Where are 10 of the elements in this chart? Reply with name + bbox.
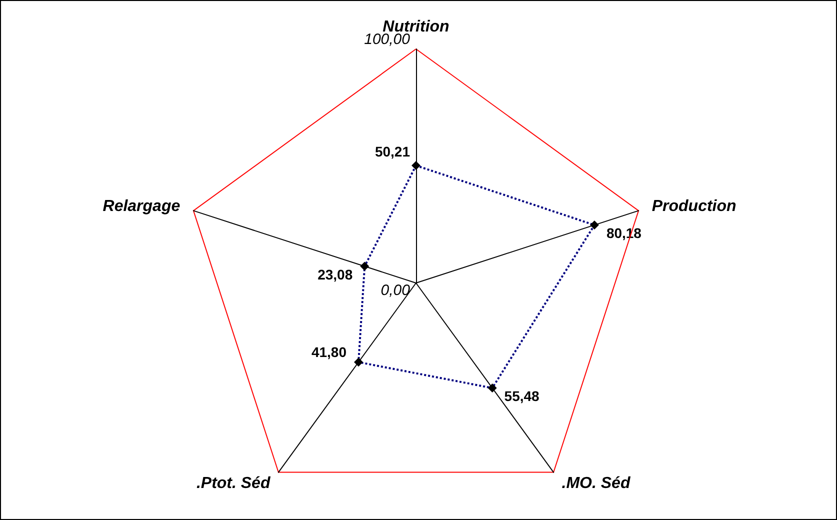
data-label: 41,80: [311, 344, 347, 360]
spoke-label: Production: [652, 198, 737, 215]
data-label: 50,21: [374, 144, 410, 160]
spoke-label: Relargage: [102, 198, 180, 215]
spoke-label: .Ptot. Séd: [196, 475, 272, 492]
y-tick-label: 100,00: [364, 31, 411, 48]
data-label: 55,48: [504, 388, 540, 404]
data-label: 23,08: [318, 266, 353, 282]
spoke-label: .MO. Séd: [562, 475, 632, 492]
y-tick-label: 0,00: [380, 282, 411, 299]
